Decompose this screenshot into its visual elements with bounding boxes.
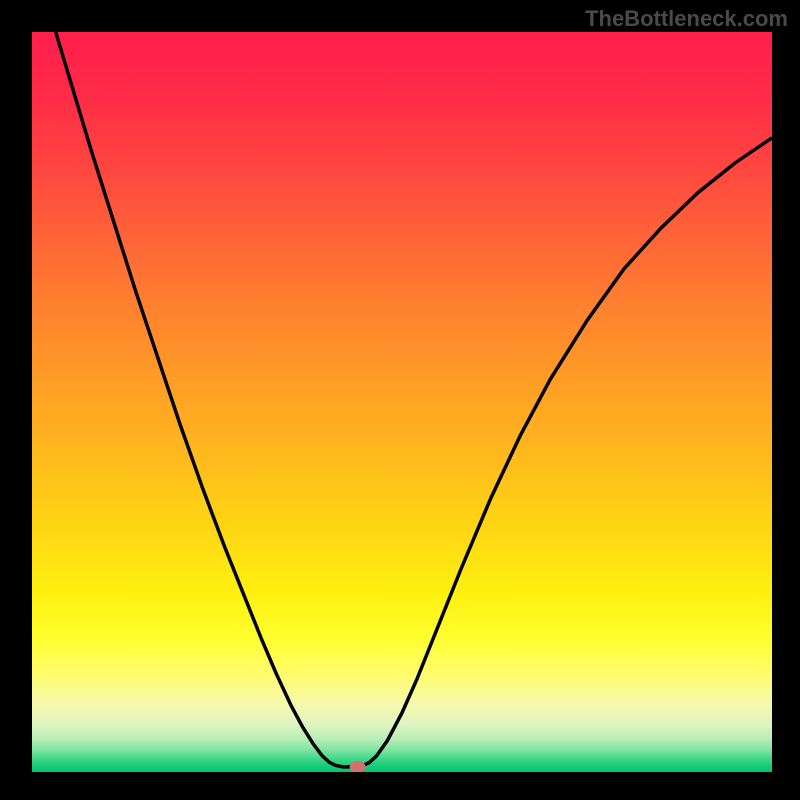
curve-svg <box>32 32 772 772</box>
watermark-text: TheBottleneck.com <box>585 6 788 32</box>
bottleneck-curve <box>56 32 772 767</box>
optimal-point-marker <box>350 761 366 772</box>
chart-container: TheBottleneck.com <box>0 0 800 800</box>
plot-area <box>32 32 772 772</box>
